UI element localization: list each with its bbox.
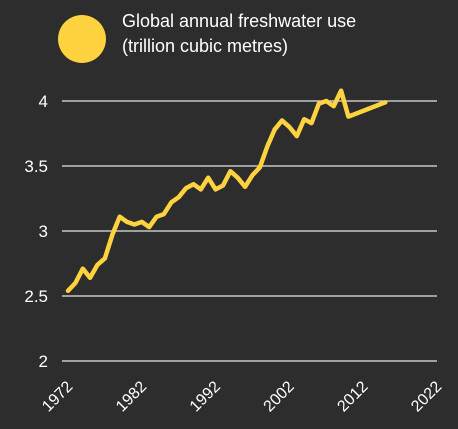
x-tick-label: 2002	[261, 378, 298, 415]
series-line-0	[65, 88, 388, 294]
y-tick-label: 2.5	[24, 287, 48, 306]
x-axis-ticks: 1972 1982 1992 2002 2012 2022	[39, 378, 445, 415]
y-tick-label: 4	[39, 92, 48, 111]
legend-swatch	[58, 15, 106, 63]
x-tick-label: 1982	[113, 378, 150, 415]
legend-label-line2: (trillion cubic metres)	[122, 36, 288, 56]
x-tick-label: 1972	[39, 378, 76, 415]
gridlines	[62, 100, 437, 362]
x-tick-label: 2022	[408, 378, 445, 415]
x-tick-label: 1992	[187, 378, 224, 415]
y-tick-label: 2	[39, 352, 48, 371]
series-layer	[65, 88, 388, 294]
y-tick-label: 3.5	[24, 157, 48, 176]
legend: Global annual freshwater use (trillion c…	[58, 11, 356, 63]
legend-label-line1: Global annual freshwater use	[122, 11, 356, 31]
x-tick-label: 2012	[334, 378, 371, 415]
y-tick-label: 3	[39, 222, 48, 241]
y-axis-ticks: 2 2.5 3 3.5 4	[24, 92, 48, 371]
